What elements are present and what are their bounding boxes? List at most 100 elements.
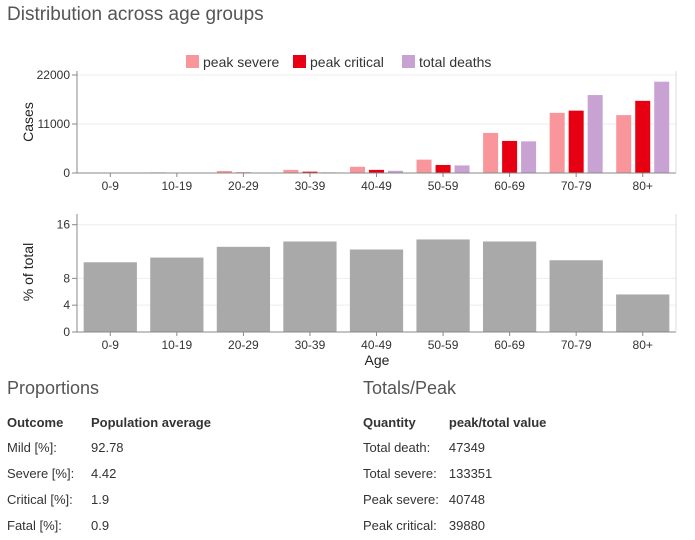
table-row: Peak critical: 39880 xyxy=(363,512,556,538)
bar-peak-critical-40-49[interactable] xyxy=(369,169,384,173)
proportions-value: 0.9 xyxy=(91,517,110,533)
percent-x-tick-label: 40-49 xyxy=(361,338,392,352)
table-row: Severe [%]: 4.42 xyxy=(7,460,221,486)
chart-legend: peak severe peak critical total deaths xyxy=(186,54,491,70)
bar-percent-70-79[interactable] xyxy=(549,260,603,332)
cases-x-tick-label: 60-69 xyxy=(494,179,525,193)
bar-percent-0-9[interactable] xyxy=(83,262,137,332)
percent-x-tick-label: 50-59 xyxy=(428,338,459,352)
bar-percent-10-19[interactable] xyxy=(150,257,204,332)
percent-x-tick-label: 10-19 xyxy=(161,338,192,352)
cases-x-tick-label: 70-79 xyxy=(561,179,592,193)
cases-x-tick-label: 80+ xyxy=(633,179,653,193)
proportions-label: Fatal [%]: xyxy=(7,517,62,533)
totals-label: Total severe: xyxy=(363,465,437,481)
legend-item-total-deaths[interactable]: total deaths xyxy=(402,54,491,70)
percent-x-tick-label: 20-29 xyxy=(228,338,259,352)
table-row: Fatal [%]: 0.9 xyxy=(7,512,221,538)
totals-value: 39880 xyxy=(448,517,486,533)
cases-chart: Cases 0 11000 22000 0-9 10-19 20-29 30-39 40-49… xyxy=(20,68,677,193)
legend-label: peak critical xyxy=(310,54,384,70)
percent-x-tick-label: 70-79 xyxy=(561,338,592,352)
bar-peak-severe-40-49[interactable] xyxy=(350,166,365,173)
table-row: Critical [%]: 1.9 xyxy=(7,486,221,512)
cases-x-tick-label: 50-59 xyxy=(428,179,459,193)
percent-y-tick-label: 8 xyxy=(63,271,70,285)
legend-item-peak-critical[interactable]: peak critical xyxy=(293,54,384,70)
bar-total-deaths-50-59[interactable] xyxy=(454,165,470,173)
cases-y-axis-title: Cases xyxy=(20,102,36,142)
totals-header-quantity: Quantity xyxy=(363,414,416,430)
legend-item-peak-severe[interactable]: peak severe xyxy=(186,54,279,70)
bar-percent-30-39[interactable] xyxy=(283,241,337,332)
age-x-axis-title: Age xyxy=(365,352,390,368)
legend-label: total deaths xyxy=(419,54,491,70)
proportions-value: 92.78 xyxy=(91,439,124,455)
bar-peak-critical-30-39[interactable] xyxy=(302,171,318,173)
page-title: Distribution across age groups xyxy=(7,4,264,25)
bar-peak-critical-50-59[interactable] xyxy=(435,164,451,173)
bar-total-deaths-40-49[interactable] xyxy=(388,170,403,173)
percent-x-tick-label: 0-9 xyxy=(102,338,120,352)
bar-percent-60-69[interactable] xyxy=(482,241,537,332)
legend-label: peak severe xyxy=(203,54,279,70)
bar-peak-severe-70-79[interactable] xyxy=(549,112,565,173)
bar-total-deaths-60-69[interactable] xyxy=(521,141,537,173)
cases-x-tick-label: 10-19 xyxy=(161,179,192,193)
percent-x-tick-label: 60-69 xyxy=(494,338,525,352)
proportions-header-average: Population average xyxy=(91,414,211,430)
proportions-label: Mild [%]: xyxy=(7,439,57,455)
totals-value: 47349 xyxy=(448,439,486,455)
bar-peak-severe-50-59[interactable] xyxy=(416,159,432,173)
cases-y-tick-label: 0 xyxy=(63,166,70,180)
percent-x-tick-label: 80+ xyxy=(633,338,653,352)
totals-label: Peak severe: xyxy=(363,491,439,507)
bar-peak-critical-70-79[interactable] xyxy=(568,110,584,173)
bar-percent-80+[interactable] xyxy=(616,294,670,332)
bar-percent-50-59[interactable] xyxy=(416,239,470,332)
legend-swatch xyxy=(293,55,306,68)
percent-y-axis-title: % of total xyxy=(20,243,36,301)
bar-peak-severe-20-29[interactable] xyxy=(216,170,232,173)
bar-total-deaths-80+[interactable] xyxy=(654,81,670,173)
table-row: Peak severe: 40748 xyxy=(363,486,556,512)
percent-y-tick-label: 0 xyxy=(63,325,70,339)
bar-percent-40-49[interactable] xyxy=(349,249,404,332)
proportions-label: Severe [%]: xyxy=(7,465,75,481)
proportions-header-outcome: Outcome xyxy=(7,414,64,430)
proportions-table: Outcome Population average Mild [%]: 92.… xyxy=(7,410,221,538)
totals-label: Total death: xyxy=(363,439,431,455)
cases-x-tick-label: 0-9 xyxy=(102,179,120,193)
bar-peak-severe-80+[interactable] xyxy=(616,115,632,173)
table-row: Total death: 47349 xyxy=(363,434,556,460)
proportions-label: Critical [%]: xyxy=(7,491,73,507)
bar-peak-critical-80+[interactable] xyxy=(635,100,651,173)
percent-y-tick-label: 16 xyxy=(57,218,71,232)
bar-peak-severe-60-69[interactable] xyxy=(483,132,499,173)
legend-swatch xyxy=(186,55,199,68)
bar-peak-severe-30-39[interactable] xyxy=(283,169,299,173)
proportions-title: Proportions xyxy=(7,378,100,398)
cases-y-tick-label: 11000 xyxy=(38,117,71,131)
totals-table: Quantity peak/total value Total death: 4… xyxy=(363,410,556,538)
percent-chart: % of total 0 4 8 16 0-9 10-19 20-29 30-39 40-49 5… xyxy=(20,214,677,368)
proportions-header-row: Outcome Population average xyxy=(7,410,221,434)
percent-x-tick-label: 30-39 xyxy=(295,338,326,352)
cases-x-tick-label: 20-29 xyxy=(228,179,259,193)
totals-title: Totals/Peak xyxy=(363,378,457,398)
cases-x-tick-label: 30-39 xyxy=(295,179,326,193)
percent-y-tick-label: 4 xyxy=(63,298,70,312)
charts-area: peak severe peak critical total deaths Cas… xyxy=(20,54,677,368)
legend-swatch xyxy=(402,55,415,68)
cases-x-tick-label: 40-49 xyxy=(361,179,392,193)
proportions-value: 1.9 xyxy=(91,491,110,507)
cases-y-tick-label: 22000 xyxy=(37,68,71,82)
totals-header-value: peak/total value xyxy=(448,414,547,430)
bar-peak-critical-60-69[interactable] xyxy=(502,140,518,173)
table-row: Mild [%]: 92.78 xyxy=(7,434,221,460)
bar-total-deaths-70-79[interactable] xyxy=(587,95,603,173)
table-row: Total severe: 133351 xyxy=(363,460,556,486)
totals-value: 133351 xyxy=(448,465,493,481)
bar-percent-20-29[interactable] xyxy=(216,246,271,332)
totals-header-row: Quantity peak/total value xyxy=(363,410,556,434)
